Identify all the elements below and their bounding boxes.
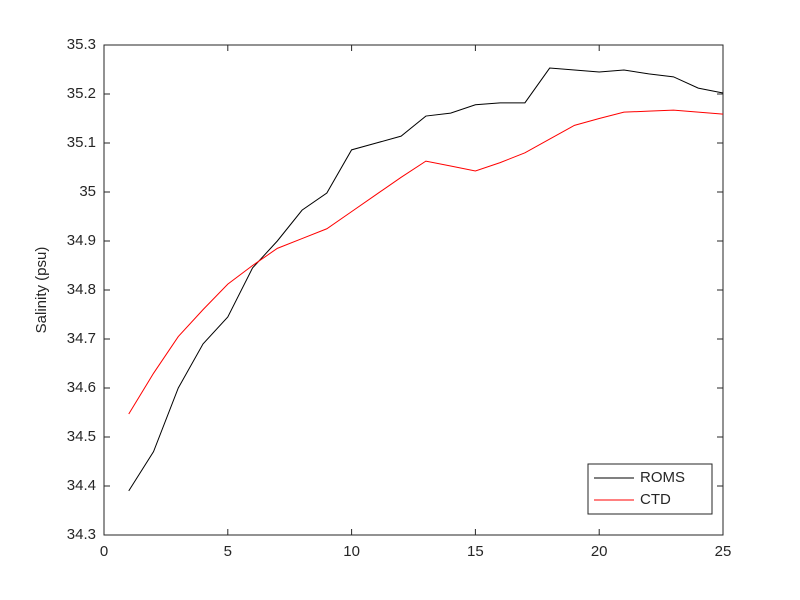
legend-label: ROMS [640, 469, 685, 486]
x-tick-label: 25 [715, 543, 732, 560]
y-tick-label: 34.4 [67, 477, 96, 494]
y-tick-label: 34.9 [67, 232, 96, 249]
x-tick-label: 5 [224, 543, 232, 560]
y-tick-label: 34.6 [67, 379, 96, 396]
y-tick-label: 35 [79, 183, 96, 200]
x-tick-label: 10 [343, 543, 360, 560]
plot-area [103, 44, 724, 536]
data-line [128, 109, 724, 415]
legend-box [587, 463, 713, 515]
legend-label: CTD [640, 491, 671, 508]
data-line [128, 67, 724, 492]
y-tick-label: 34.8 [67, 281, 96, 298]
y-tick-label: 35.2 [67, 85, 96, 102]
y-tick-label: 34.5 [67, 428, 96, 445]
x-tick-label: 0 [100, 543, 108, 560]
y-tick-label: 35.1 [67, 134, 96, 151]
x-tick-label: 20 [591, 543, 608, 560]
y-tick-label: 34.3 [67, 526, 96, 543]
y-tick-label: 34.7 [67, 330, 96, 347]
y-tick-label: 35.3 [67, 36, 96, 53]
y-axis-label: Salinity (psu) [33, 247, 50, 334]
x-tick-label: 15 [467, 543, 484, 560]
